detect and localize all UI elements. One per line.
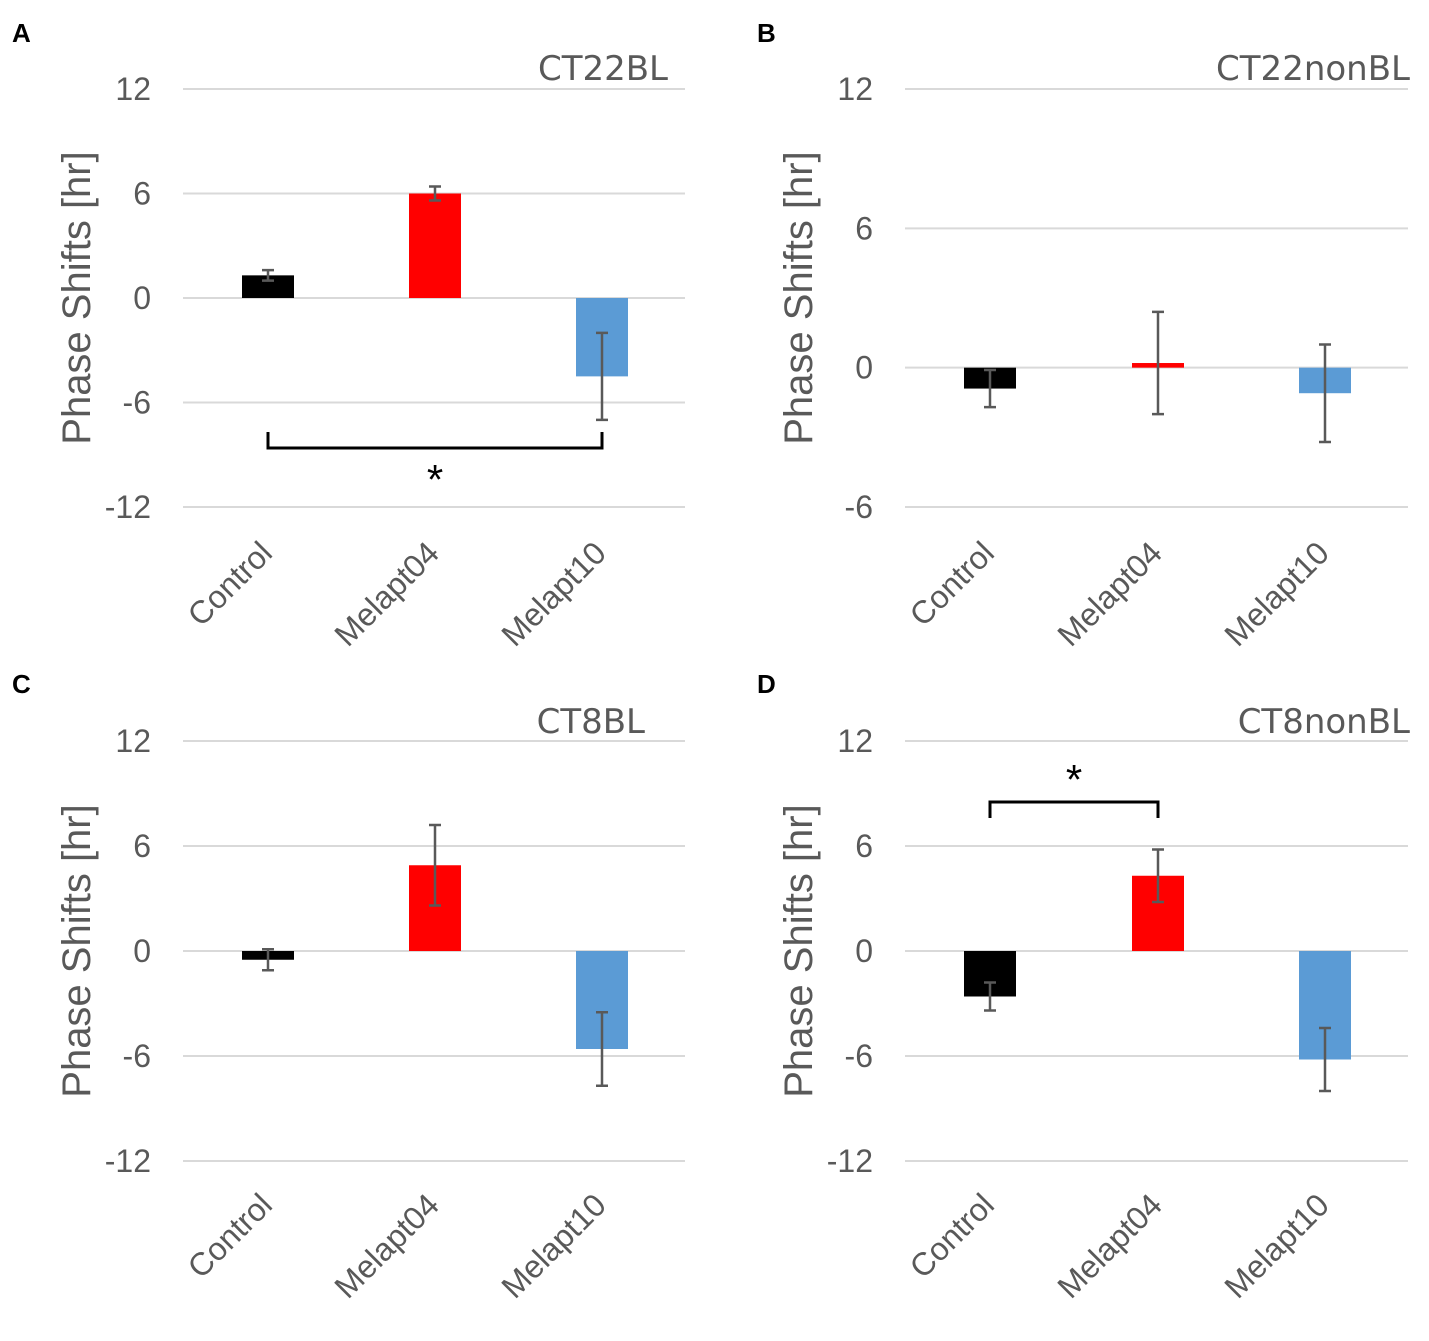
y-axis-label: Phase Shifts [hr] [777,151,821,444]
y-tick-label: 6 [133,176,151,212]
y-tick-label: -12 [105,489,151,525]
x-tick-label: Melapt10 [494,534,613,653]
y-tick-label: -6 [845,1038,873,1074]
error-bar-melapt10 [1319,343,1331,444]
error-bar-melapt10 [596,1011,608,1087]
x-tick-label: Control [903,1186,1001,1284]
y-tick-label: 12 [837,71,873,107]
y-tick-label: 0 [855,933,873,969]
chart-panel-c: C CT8BL 12 6 0 -6 -12 Phase Shifts [hr] Control M… [12,669,685,1305]
panel-letter: B [757,18,776,48]
y-tick-label: -6 [123,1038,151,1074]
chart-panel-b: B CT22nonBL 12 6 0 -6 Phase Shifts [hr] Control… [757,18,1410,653]
error-bar-control [262,948,274,972]
error-bar-melapt10 [1319,1026,1331,1093]
error-bar-melapt04 [429,823,441,907]
y-tick-label: 12 [115,723,151,759]
significance-bracket [266,432,604,450]
x-tick-label: Melapt04 [1050,1186,1169,1305]
bar-melapt04 [409,193,461,298]
error-bar-melapt04 [1152,848,1164,904]
y-tick-label: -12 [105,1143,151,1179]
y-tick-label: -6 [123,385,151,421]
chart-panel-d: D CT8nonBL 12 6 0 -6 -12 Phase Shifts [hr] Contr… [757,669,1410,1305]
y-tick-label: 6 [855,828,873,864]
chart-title: CT22nonBL [1216,49,1410,89]
bar-control [242,275,294,298]
error-bar-control [262,268,274,282]
y-axis-label: Phase Shifts [hr] [777,804,821,1097]
y-tick-label: -12 [827,1143,873,1179]
chart-title: CT8nonBL [1238,702,1410,742]
error-bar-control [984,981,996,1012]
x-tick-label: Melapt04 [1050,534,1169,653]
x-tick-label: Melapt10 [494,1186,613,1305]
y-tick-label: 12 [115,71,151,107]
panel-letter: D [757,669,776,699]
error-bar-control [984,368,996,409]
significance-star: * [1066,756,1082,803]
significance-bracket [988,800,1160,818]
x-tick-label: Control [903,534,1001,632]
y-tick-label: 0 [855,350,873,386]
panel-letter: A [12,18,31,48]
y-axis-label: Phase Shifts [hr] [55,151,99,444]
x-tick-label: Melapt10 [1217,534,1336,653]
y-tick-label: 0 [133,933,151,969]
x-tick-label: Melapt04 [327,1186,446,1305]
y-tick-label: 6 [133,828,151,864]
x-tick-label: Control [181,1186,279,1284]
x-tick-label: Melapt04 [327,534,446,653]
y-tick-label: 6 [855,210,873,246]
y-axis-label: Phase Shifts [hr] [55,804,99,1097]
chart-title: CT8BL [537,702,645,742]
significance-star: * [427,456,443,503]
y-tick-label: -6 [845,489,873,525]
x-tick-label: Melapt10 [1217,1186,1336,1305]
x-tick-label: Control [181,534,279,632]
chart-title: CT22BL [538,49,668,89]
error-bar-melapt04 [429,185,441,202]
error-bar-melapt10 [596,331,608,422]
y-tick-label: 0 [133,280,151,316]
y-tick-label: 12 [837,723,873,759]
panel-letter: C [12,669,31,699]
error-bar-melapt04 [1152,310,1164,416]
chart-panel-a: A CT22BL 12 6 0 -6 -12 Phase Shifts [hr] Control… [12,18,685,653]
